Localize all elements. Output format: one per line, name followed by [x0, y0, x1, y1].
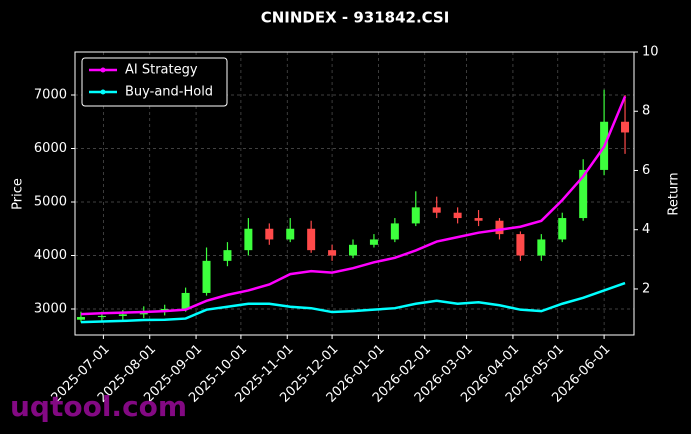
y-tick-label: 7000 [34, 88, 67, 103]
candle-body [621, 121, 630, 133]
candle-body [432, 207, 441, 213]
candle-body [202, 260, 211, 293]
y-tick-label: 5000 [34, 195, 67, 210]
y2-tick-label: 8 [642, 104, 650, 119]
candle-body [579, 169, 588, 219]
y-tick-label: 3000 [34, 302, 67, 317]
legend-box [81, 57, 228, 107]
candle-body [558, 218, 567, 240]
return-line [80, 95, 627, 316]
candle-body [286, 228, 295, 240]
y-tick-label: 6000 [34, 141, 67, 156]
candle-body [390, 223, 399, 240]
candle-body [223, 250, 232, 261]
y2-tick-label: 4 [642, 222, 650, 237]
y2-tick-label: 6 [642, 163, 650, 178]
candle-body [118, 314, 127, 316]
candle-body [411, 207, 420, 224]
candle-body [244, 228, 253, 251]
legend-marker [100, 67, 106, 73]
y2-tick-label: 10 [642, 45, 659, 60]
candle-body [328, 250, 337, 256]
candle-body [307, 228, 316, 251]
y2-tick-label: 2 [642, 281, 650, 296]
legend-label: Buy-and-Hold [125, 85, 213, 100]
y-axis-label: Price [11, 178, 26, 210]
legend-label: AI Strategy [125, 63, 198, 78]
candle-body [369, 239, 378, 245]
candle-body [265, 228, 274, 240]
watermark: uqtool.com [10, 390, 187, 423]
candle-body [76, 317, 85, 320]
y2-axis-label: Return [667, 172, 682, 215]
candle-body [453, 212, 462, 219]
plot-frame [74, 51, 635, 336]
candle-body [537, 239, 546, 256]
legend-marker [100, 89, 106, 95]
candle-body [495, 220, 504, 235]
candle-body [181, 292, 190, 310]
return-line [80, 281, 626, 324]
legend: AI Strategy Buy-and-Hold [81, 57, 228, 107]
chart-title: CNINDEX - 931842.CSI [261, 9, 450, 27]
y-tick-label: 4000 [34, 248, 67, 263]
candle-body [97, 315, 106, 318]
candle-body [474, 218, 483, 221]
candle-body [349, 244, 358, 256]
candle-body [516, 234, 525, 256]
